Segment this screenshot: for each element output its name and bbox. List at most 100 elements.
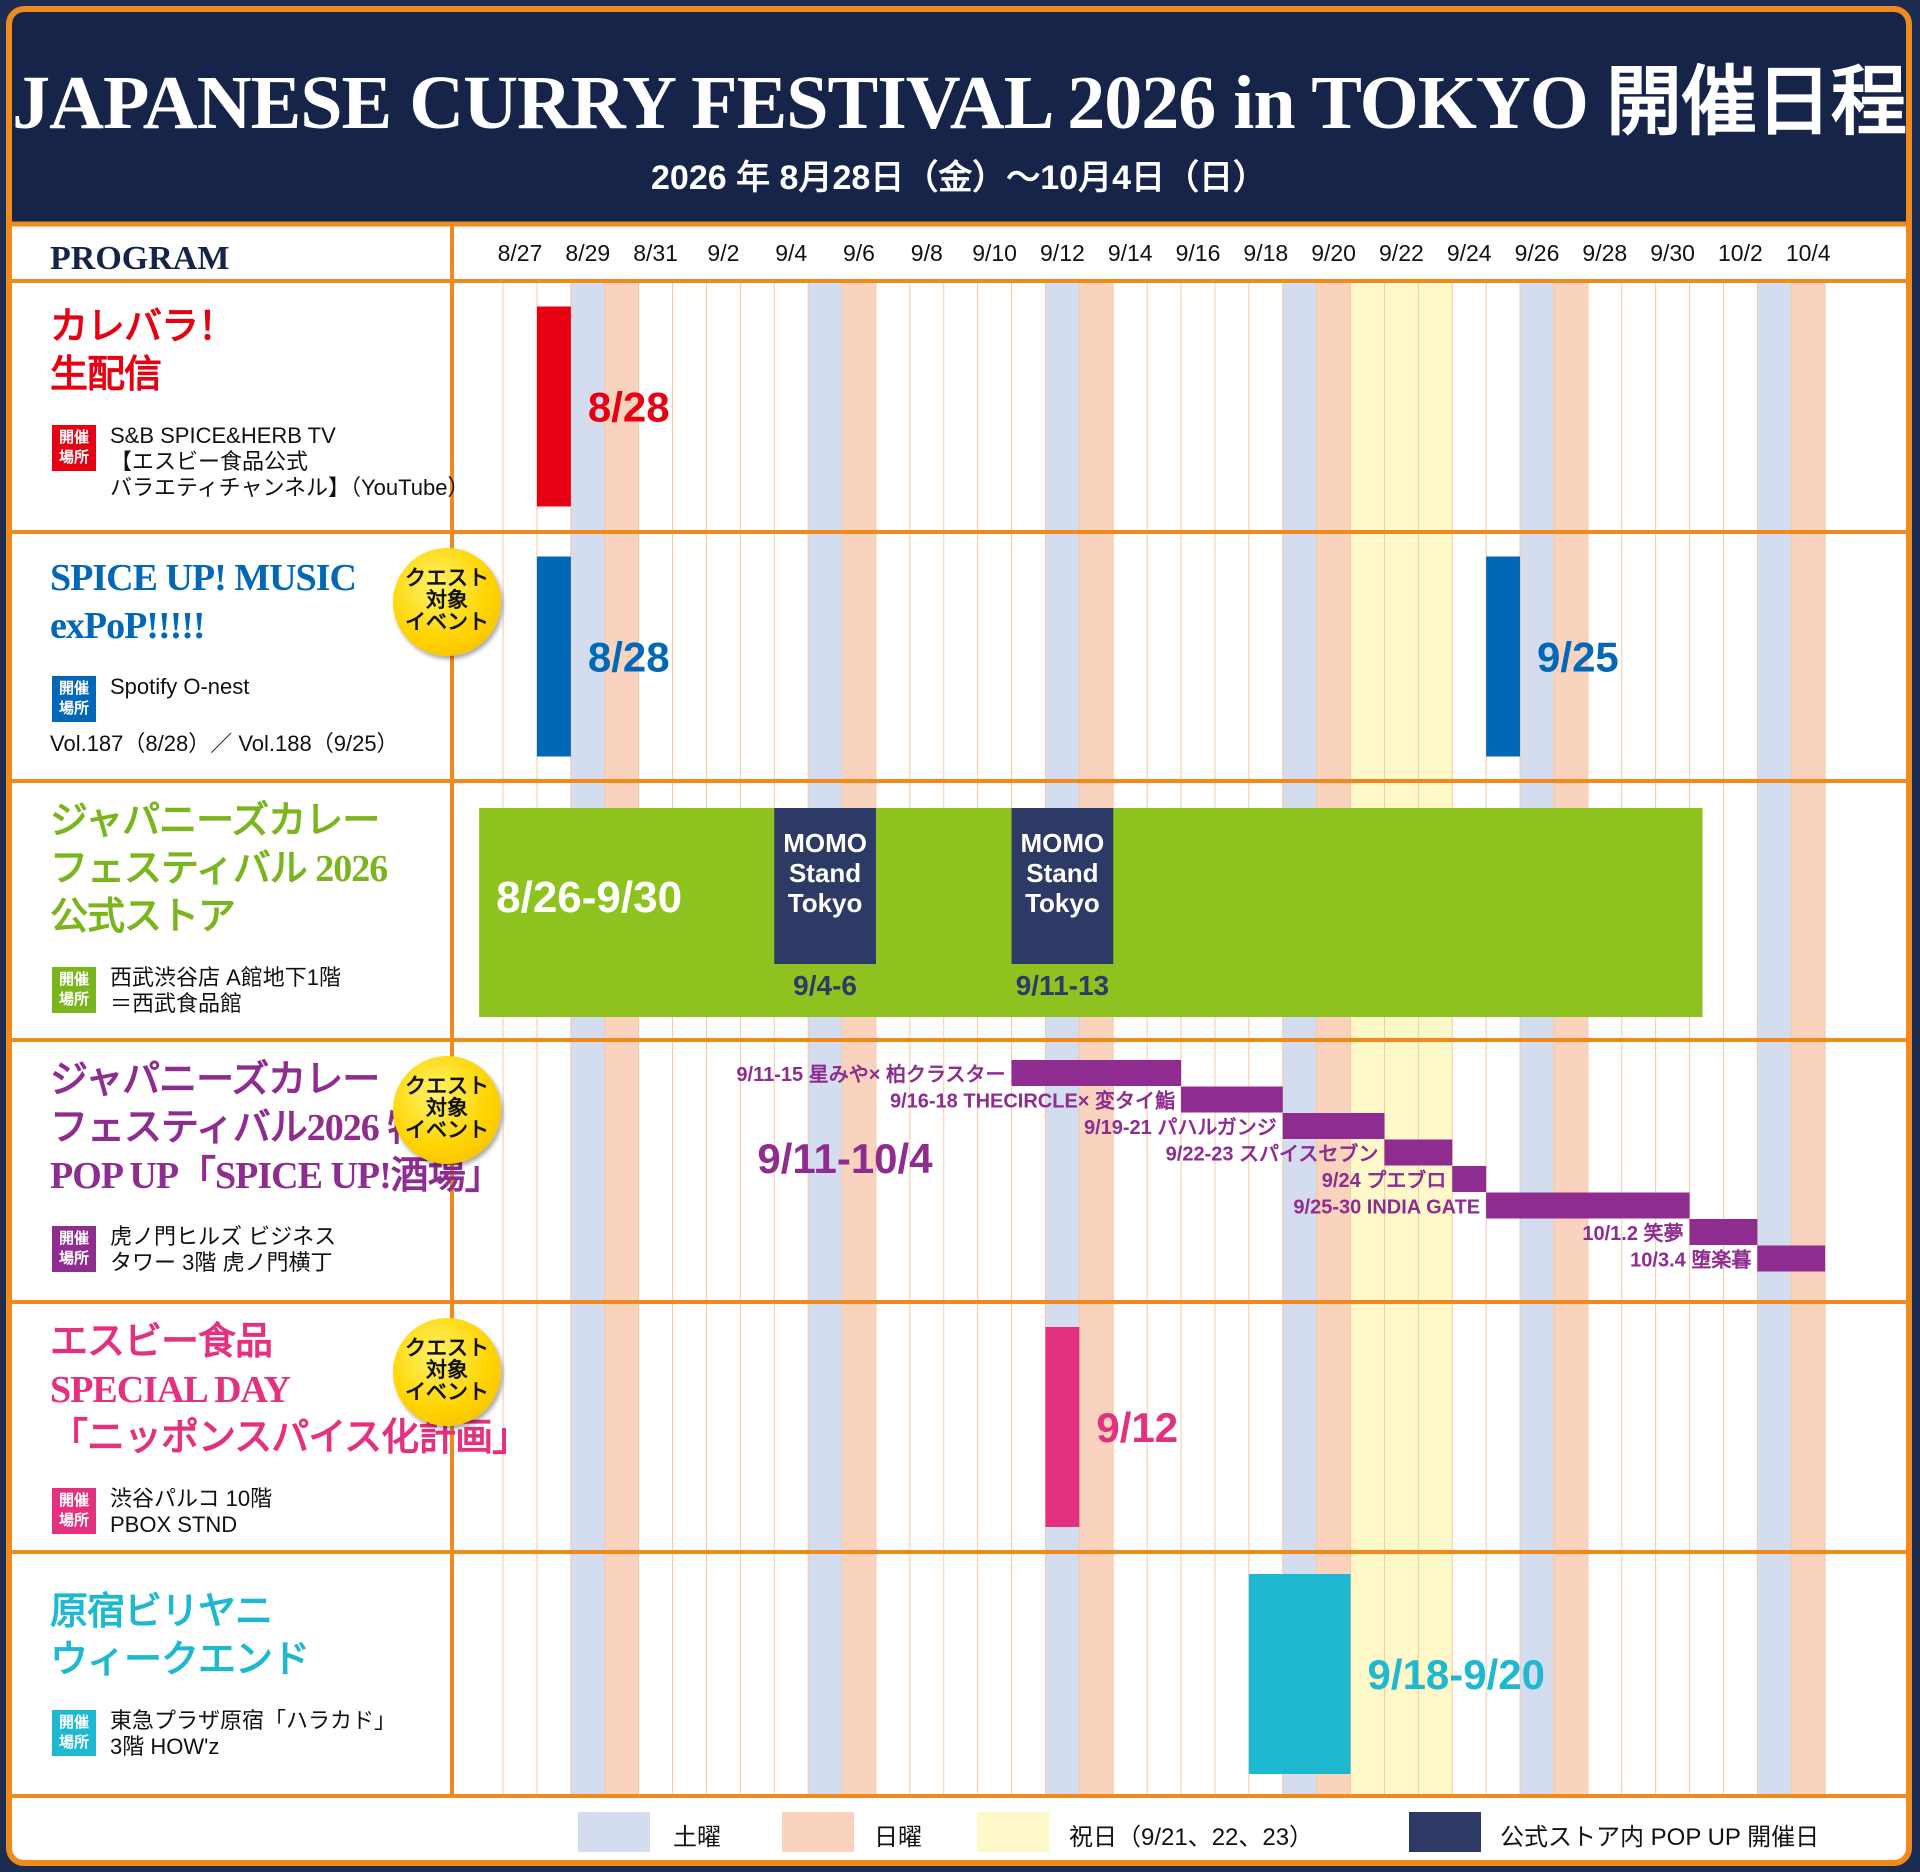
popup-schedule-label: 9/16-18 THECIRCLE× 変タイ鮨 [890,1089,1175,1113]
venue-tag: 開催 場所 [52,967,96,1013]
program-title-line: ジャパニーズカレー [50,1059,380,1101]
popup-bar-label: Tokyo [1025,888,1100,918]
quest-badge-text: 対象 [426,589,468,612]
x-tick-label: 9/24 [1447,240,1492,266]
event-date-label: 9/12 [1096,1404,1178,1451]
venue-tag-text: 場所 [58,1734,89,1751]
popup-schedule-label: 9/22-23 スパイスセブン [1166,1142,1379,1166]
venue-text: Spotify O-nest [110,674,249,700]
x-tick-label: 9/6 [843,240,875,266]
venue-tag-text: 場所 [58,991,89,1008]
event-bar [1486,556,1521,757]
venue-line: PBOX STND [110,1512,238,1537]
x-tick-label: 9/22 [1379,240,1424,266]
x-tick-label: 9/18 [1243,240,1288,266]
event-date-label: 8/28 [588,634,670,681]
venue-line: Spotify O-nest [110,674,250,699]
event-bar [536,306,571,507]
venue-tag-text: 場所 [58,1512,89,1529]
quest-badge-text: クエスト [405,1075,489,1098]
venue-tag-text: 開催 [58,971,89,988]
event-date-label: 9/25 [1537,634,1619,681]
venue-tag-text: 場所 [58,449,89,466]
legend-label-holiday: 祝日（9/21、22、23） [1069,1824,1314,1851]
x-tick-label: 9/8 [911,240,943,266]
venue-line: 3階 HOW'z [110,1734,220,1759]
quest-event-badge: クエスト 対象 イベント [393,1056,501,1164]
venue-text: 虎ノ門ヒルズ ビジネス タワー 3階 虎ノ門横丁 [110,1224,336,1276]
event-bar [536,556,571,757]
program-title: ジャパニーズカレー フェスティバル 2026 公式ストア [50,797,388,941]
popup-schedule-label: 10/1.2 笑夢 [1582,1221,1683,1245]
x-tick-label: 9/12 [1040,240,1085,266]
venue-tag-text: 開催 [58,680,89,697]
popup-schedule-label: 10/3.4 堕楽暮 [1630,1248,1752,1272]
popup-schedule-label: 9/24 プエブロ [1322,1168,1446,1192]
popup-schedule-bar [1757,1245,1826,1272]
program-title-line: エスビー食品 [50,1321,273,1363]
quest-badge-text: イベント [405,611,489,634]
popup-schedule-bar [1011,1060,1182,1086]
venue-text: 西武渋谷店 A館地下1階 ＝西武食品館 [110,965,341,1017]
venue-tag-text: 場所 [58,1250,89,1267]
event-bar [1248,1574,1351,1774]
venue-line: 西武渋谷店 A館地下1階 [110,965,342,990]
venue-text: S&B SPICE&HERB TV 【エスビー食品公式 バラエティチャンネル】（Yo… [110,423,469,501]
x-tick-label: 8/29 [565,240,610,266]
popup-bar-label: Stand [1026,858,1098,888]
popup-schedule-label: 9/19-21 パハルガンジ [1084,1116,1277,1139]
quest-badge-text: クエスト [405,567,489,590]
legend-swatch-sunday [782,1812,854,1852]
x-tick-label: 10/2 [1718,240,1763,266]
event-date-label: 9/11-10/4 [757,1135,933,1182]
popup-date-label: 9/11-13 [1016,970,1109,1001]
quest-badge-text: 対象 [426,1097,468,1120]
popup-bar [1011,808,1114,964]
quest-event-badge: クエスト 対象 イベント [393,548,501,656]
popup-date-label: 9/4-6 [793,970,857,1001]
venue-line: 東急プラザ原宿「ハラカド」 [110,1708,397,1733]
venue-tag-text: 開催 [58,429,89,446]
program-title-line: SPECIAL DAY [50,1369,291,1411]
event-bar [1045,1327,1080,1527]
legend-swatch-holiday [977,1812,1049,1852]
x-tick-label: 9/4 [775,240,807,266]
venue-tag-text: 場所 [58,700,89,717]
legend-label-sunday: 日曜 [874,1824,922,1851]
x-tick-label: 9/20 [1311,240,1356,266]
legend-swatch-saturday [578,1812,650,1852]
x-tick-label: 9/2 [707,240,739,266]
venue-tag-text: 開催 [58,1714,89,1731]
x-tick-label: 8/31 [633,240,678,266]
program-title-line: フェスティバル 2026 [50,848,388,890]
legend-label-saturday: 土曜 [673,1824,721,1851]
popup-schedule-label: 9/25-30 INDIA GATE [1293,1197,1480,1219]
x-tick-label: 10/4 [1786,240,1831,266]
popup-bar-label: MOMO [1021,828,1105,858]
venue-line: 虎ノ門ヒルズ ビジネス [110,1224,337,1249]
program-title-line: ウィークエンド [50,1639,310,1681]
page-title: JAPANESE CURRY FESTIVAL 2026 in TOKYO 開催… [12,61,1906,145]
quest-badge-text: イベント [405,1381,489,1404]
x-tick-label: 9/14 [1108,240,1153,266]
program-title-line: exPoP!!!!! [50,605,206,647]
venue-tag-text: 開催 [58,1230,89,1247]
popup-bar [774,808,876,964]
popup-bar-label: Stand [789,858,861,888]
venue-line: バラエティチャンネル】（YouTube） [110,475,470,500]
x-tick-label: 8/27 [498,240,543,266]
quest-event-badge: クエスト 対象 イベント [393,1318,501,1426]
program-title-line: 原宿ビリヤニ [50,1591,273,1633]
x-tick-label: 9/16 [1176,240,1221,266]
program-title-line: 生配信 [50,354,162,396]
venue-line: S&B SPICE&HERB TV [110,423,336,448]
program-title-line: POP UP「SPICE UP!酒場」 [50,1155,503,1197]
quest-badge-text: クエスト [405,1337,489,1360]
x-tick-label: 9/30 [1650,240,1695,266]
schedule-frame: JAPANESE CURRY FESTIVAL 2026 in TOKYO 開催… [6,6,1912,1866]
quest-badge-text: イベント [405,1119,489,1142]
gantt-chart: 8/27 8/29 8/31 9/2 9/4 9/6 9/8 9/10 9/12 9/14 9/16… [12,221,1906,1798]
venue-line: 渋谷パルコ 10階 [110,1486,273,1511]
event-date-label: 8/28 [588,384,670,431]
x-tick-label: 9/26 [1515,240,1560,266]
